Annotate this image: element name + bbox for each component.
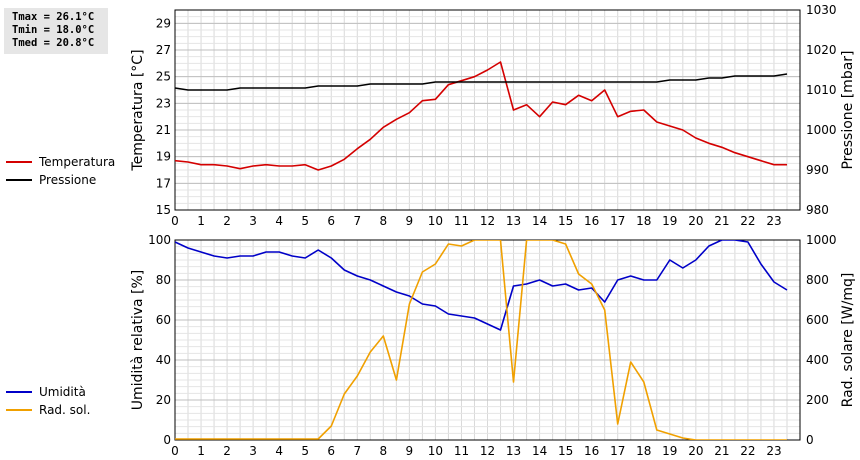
x-tick-label: 4 <box>275 214 283 228</box>
x-tick-label: 0 <box>171 444 179 458</box>
x-tick-label: 20 <box>688 214 703 228</box>
legend-swatch-pressione <box>6 179 32 181</box>
series-line-rad-sol- <box>175 240 787 440</box>
x-tick-label: 21 <box>714 214 729 228</box>
series-line-temperatura <box>175 61 787 171</box>
x-tick-label: 2 <box>223 214 231 228</box>
x-tick-label: 13 <box>506 444 521 458</box>
x-tick-label: 21 <box>714 444 729 458</box>
x-tick-label: 9 <box>406 444 414 458</box>
y2-tick-label: 1010 <box>806 83 837 97</box>
x-tick-label: 14 <box>532 214 547 228</box>
stat-tmin: Tmin = 18.0°C <box>12 24 95 36</box>
y2-tick-label: 1030 <box>806 3 837 17</box>
x-tick-label: 18 <box>636 444 651 458</box>
stat-tmed: Tmed = 20.8°C <box>12 37 95 49</box>
x-tick-label: 13 <box>506 214 521 228</box>
y2-tick-label: 200 <box>806 393 829 407</box>
y2-tick-label: 1000 <box>806 233 837 247</box>
plot-frame <box>174 9 801 211</box>
x-tick-label: 15 <box>558 444 573 458</box>
y-tick-label: 23 <box>156 96 171 110</box>
x-tick-label: 5 <box>301 444 309 458</box>
y2-tick-label: 980 <box>806 203 829 217</box>
y2-tick-label: 1000 <box>806 123 837 137</box>
series-line-umidit- <box>175 240 788 331</box>
x-tick-label: 7 <box>353 214 361 228</box>
y2-tick-label: 800 <box>806 273 829 287</box>
y-tick-label: 100 <box>148 233 171 247</box>
x-tick-label: 19 <box>662 214 677 228</box>
y2-axis-label: Pressione [mbar] <box>840 50 856 169</box>
x-tick-label: 7 <box>353 444 361 458</box>
x-tick-label: 22 <box>740 444 755 458</box>
x-tick-label: 8 <box>380 444 388 458</box>
x-tick-label: 9 <box>406 214 414 228</box>
y-axis-label: Umidità relativa [%] <box>130 270 146 411</box>
x-tick-label: 12 <box>480 444 495 458</box>
x-tick-label: 10 <box>428 214 443 228</box>
y-tick-label: 20 <box>156 393 171 407</box>
x-tick-label: 18 <box>636 214 651 228</box>
x-tick-label: 15 <box>558 214 573 228</box>
x-tick-label: 3 <box>249 444 257 458</box>
y2-tick-label: 990 <box>806 163 829 177</box>
chart-panel-temp: 0 1 2 3 4 5 6 7 8 9 10 11 12 13 14 15 16 17 18 19 20 21 22 2315… <box>130 3 856 228</box>
legend-label-pressione: Pressione <box>39 173 97 187</box>
x-tick-label: 2 <box>223 444 231 458</box>
y2-axis-label: Rad. solare [W/mq] <box>840 273 856 408</box>
x-tick-label: 0 <box>171 214 179 228</box>
x-tick-label: 14 <box>532 444 547 458</box>
y2-tick-label: 400 <box>806 353 829 367</box>
legend-label-umidita: Umidità <box>39 385 86 399</box>
x-tick-label: 20 <box>688 444 703 458</box>
y-tick-label: 0 <box>163 433 171 447</box>
x-tick-label: 6 <box>327 444 335 458</box>
y-tick-label: 19 <box>156 150 171 164</box>
y-tick-label: 40 <box>156 353 171 367</box>
x-tick-label: 23 <box>766 444 781 458</box>
x-tick-label: 5 <box>301 214 309 228</box>
x-tick-label: 8 <box>380 214 388 228</box>
x-tick-label: 16 <box>584 214 599 228</box>
y-tick-label: 15 <box>156 203 171 217</box>
y-tick-label: 21 <box>156 123 171 137</box>
x-tick-label: 16 <box>584 444 599 458</box>
x-tick-label: 23 <box>766 214 781 228</box>
stats-box: Tmax = 26.1°C Tmin = 18.0°C Tmed = 20.8°C <box>4 8 108 54</box>
chart-panel-hum: 0 1 2 3 4 5 6 7 8 9 10 11 12 13 14 15 16 17 18 19 20 21 22 2302… <box>130 233 856 458</box>
legend-label-radsol: Rad. sol. <box>39 403 91 417</box>
y2-tick-label: 600 <box>806 313 829 327</box>
x-tick-label: 17 <box>610 444 625 458</box>
x-tick-label: 22 <box>740 214 755 228</box>
y2-tick-label: 0 <box>806 433 814 447</box>
y-tick-label: 80 <box>156 273 171 287</box>
legend-swatch-umidita <box>6 391 32 393</box>
x-tick-label: 11 <box>454 444 469 458</box>
legend-swatch-radsol <box>6 409 32 411</box>
series-line-pressione <box>175 73 788 91</box>
y-tick-label: 29 <box>156 16 171 30</box>
x-tick-label: 1 <box>197 444 205 458</box>
y-tick-label: 27 <box>156 43 171 57</box>
x-tick-label: 6 <box>327 214 335 228</box>
y-tick-label: 25 <box>156 70 171 84</box>
x-tick-label: 3 <box>249 214 257 228</box>
x-tick-label: 12 <box>480 214 495 228</box>
x-tick-label: 11 <box>454 214 469 228</box>
legend-swatch-temperatura <box>6 161 32 163</box>
x-tick-label: 4 <box>275 444 283 458</box>
x-tick-label: 19 <box>662 444 677 458</box>
y-axis-label: Temperatura [°C] <box>130 49 146 171</box>
y-tick-label: 17 <box>156 176 171 190</box>
y-tick-label: 60 <box>156 313 171 327</box>
y2-tick-label: 1020 <box>806 43 837 57</box>
x-tick-label: 10 <box>428 444 443 458</box>
stat-tmax: Tmax = 26.1°C <box>12 11 95 23</box>
x-tick-label: 17 <box>610 214 625 228</box>
legend-label-temperatura: Temperatura <box>39 155 116 169</box>
x-tick-label: 1 <box>197 214 205 228</box>
